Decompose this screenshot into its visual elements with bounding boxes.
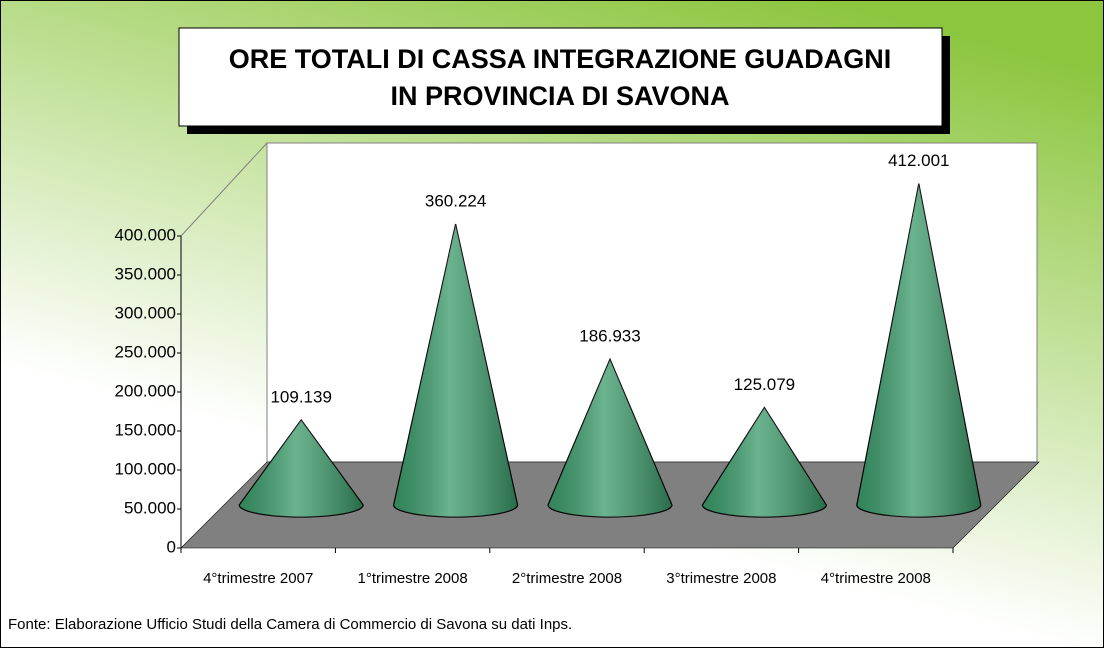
y-tick-label: 50.000 bbox=[124, 498, 176, 517]
value-label: 125.079 bbox=[734, 375, 795, 394]
value-label: 186.933 bbox=[579, 327, 640, 346]
chart-title: ORE TOTALI DI CASSA INTEGRAZIONE GUADAGN… bbox=[229, 44, 892, 74]
value-label: 412.001 bbox=[888, 151, 949, 170]
x-tick-label: 4°trimestre 2007 bbox=[203, 570, 313, 587]
y-tick-label: 100.000 bbox=[115, 459, 176, 478]
y-tick-label: 200.000 bbox=[115, 381, 176, 400]
value-label: 360.224 bbox=[425, 192, 486, 211]
value-label: 109.139 bbox=[270, 387, 331, 406]
y-tick-label: 150.000 bbox=[115, 420, 176, 439]
side-wall-edge bbox=[180, 142, 268, 237]
x-tick-label: 2°trimestre 2008 bbox=[512, 570, 622, 587]
chart-title: IN PROVINCIA DI SAVONA bbox=[390, 81, 729, 111]
x-tick-label: 3°trimestre 2008 bbox=[666, 570, 776, 587]
y-tick-label: 300.000 bbox=[115, 303, 176, 322]
y-tick-label: 350.000 bbox=[115, 264, 176, 283]
cone-shade bbox=[393, 224, 518, 517]
source-note: Fonte: Elaborazione Ufficio Studi della … bbox=[8, 616, 572, 633]
x-tick-label: 4°trimestre 2008 bbox=[821, 570, 931, 587]
y-tick-label: 0 bbox=[167, 537, 176, 556]
cone-shade bbox=[239, 419, 364, 517]
title-box bbox=[178, 27, 943, 127]
x-tick-label: 1°trimestre 2008 bbox=[357, 570, 467, 587]
y-tick-label: 250.000 bbox=[115, 342, 176, 361]
cone-shade bbox=[548, 359, 672, 517]
cone-shade bbox=[856, 183, 981, 517]
cone-shade bbox=[702, 407, 827, 517]
y-tick-label: 400.000 bbox=[115, 225, 176, 244]
